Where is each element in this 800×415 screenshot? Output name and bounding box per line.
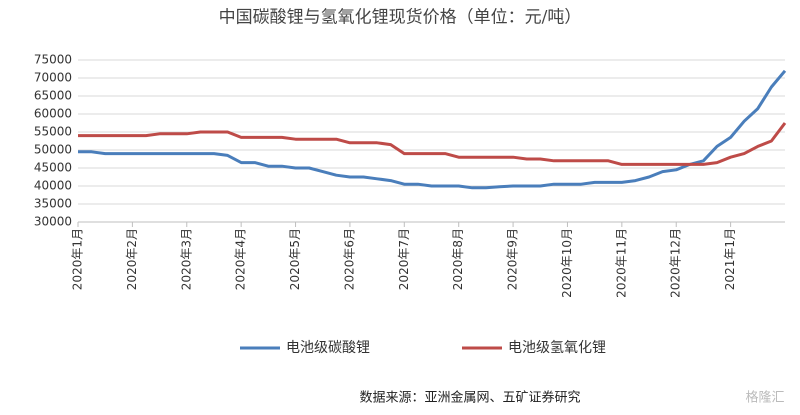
series-line: [78, 122, 787, 166]
x-tick-label: 2020年11月: [614, 228, 628, 298]
y-tick-label: 75000: [34, 53, 72, 67]
y-tick-label: 30000: [34, 215, 72, 229]
y-tick-label: 40000: [34, 179, 72, 193]
y-tick-label: 55000: [34, 125, 72, 139]
y-tick-label: 70000: [34, 71, 72, 85]
legend-label: 电池级氢氧化锂: [508, 340, 606, 356]
x-tick-label: 2020年5月: [288, 228, 302, 290]
x-tick-label: 2020年4月: [234, 228, 248, 290]
x-tick-label: 2020年1月: [71, 228, 85, 290]
chart-title: 中国碳酸锂与氢氧化锂现货价格（单位：元/吨）: [219, 8, 582, 28]
x-tick-label: 2021年1月: [723, 228, 737, 290]
x-tick-label: 2020年10月: [560, 228, 574, 298]
y-tick-label: 65000: [34, 89, 72, 103]
series-line: [78, 69, 787, 190]
source-note: 数据来源：亚洲金属网、五矿证券研究: [359, 390, 580, 406]
legend-label: 电池级碳酸锂: [286, 340, 370, 356]
watermark: 格隆汇: [745, 390, 784, 406]
x-tick-label: 2020年9月: [506, 228, 520, 290]
y-tick-label: 35000: [34, 197, 72, 211]
x-tick-label: 2020年12月: [669, 228, 683, 298]
x-tick-label: 2020年2月: [125, 228, 139, 290]
x-tick-label: 2020年3月: [179, 228, 193, 290]
x-tick-label: 2020年7月: [397, 228, 411, 290]
y-tick-label: 50000: [34, 143, 72, 157]
x-tick-label: 2020年6月: [342, 228, 356, 290]
x-tick-label: 2020年8月: [451, 228, 465, 290]
y-tick-label: 45000: [34, 161, 72, 175]
y-tick-label: 60000: [34, 107, 72, 121]
